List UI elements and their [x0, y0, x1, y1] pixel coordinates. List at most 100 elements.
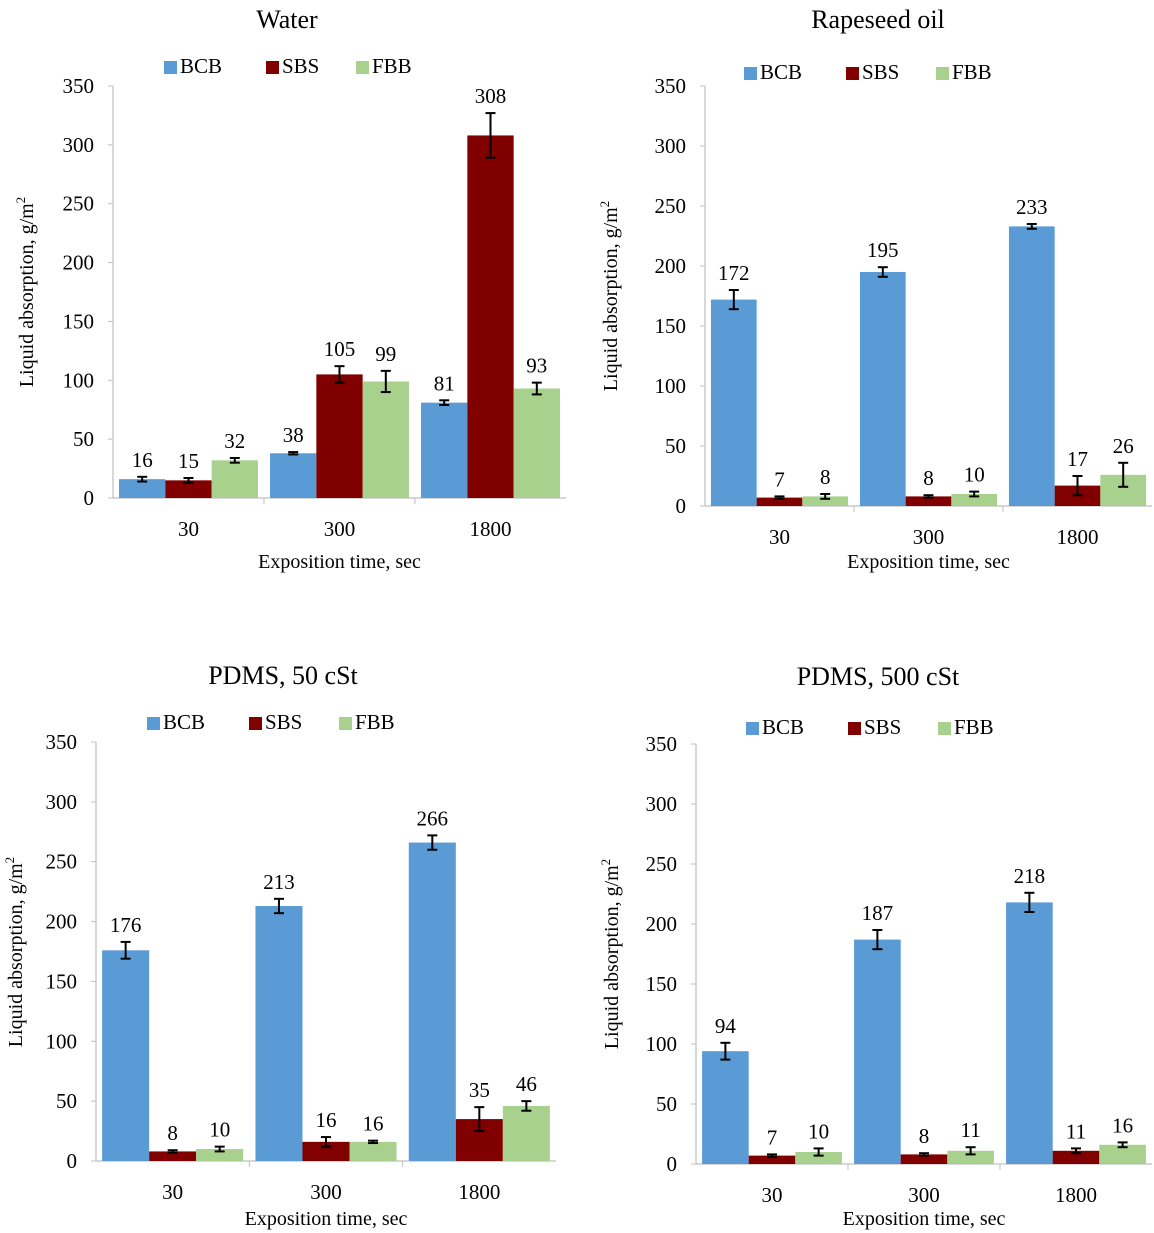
- legend: BCB SBS FBB: [164, 54, 412, 78]
- legend-swatch-sbs: [266, 61, 279, 74]
- data-label: 16: [316, 1108, 337, 1132]
- legend-swatch-fbb: [356, 61, 369, 74]
- y-tick-label: 0: [67, 1149, 78, 1173]
- data-label: 105: [324, 337, 356, 361]
- error-bar: [321, 1136, 331, 1148]
- x-tick-label: 300: [324, 517, 356, 541]
- bar-fbb-300: [951, 494, 998, 506]
- y-tick-label: 50: [665, 434, 686, 458]
- data-label: 11: [1066, 1119, 1086, 1143]
- y-tick-label: 350: [63, 74, 95, 98]
- legend-label-fbb: FBB: [355, 710, 395, 734]
- data-label: 15: [178, 449, 199, 473]
- y-axis-label-superscript: 2: [2, 857, 17, 864]
- y-tick-label: 150: [655, 314, 687, 338]
- bar-fbb-300: [362, 381, 409, 498]
- bar-bcb-300: [270, 453, 317, 498]
- data-label: 7: [774, 467, 785, 491]
- legend-label-bcb: BCB: [760, 60, 802, 84]
- x-tick-label: 1800: [1055, 1183, 1097, 1207]
- error-bar: [167, 1149, 178, 1154]
- y-tick-label: 300: [63, 133, 95, 157]
- x-tick-label: 300: [310, 1180, 342, 1204]
- bar-fbb-30: [802, 496, 849, 506]
- y-tick-label: 350: [655, 74, 687, 98]
- error-bar: [120, 940, 131, 960]
- bar-bcb-300: [255, 906, 303, 1161]
- legend-label-sbs: SBS: [862, 60, 899, 84]
- data-label: 10: [209, 1118, 230, 1142]
- y-axis-label-superscript: 2: [597, 201, 612, 208]
- error-bar: [969, 490, 980, 498]
- x-tick-label: 30: [162, 1180, 183, 1204]
- legend-label-sbs: SBS: [265, 710, 302, 734]
- data-label: 11: [960, 1118, 980, 1142]
- y-axis-label-text: Liquid absorption, g/m: [16, 203, 38, 387]
- y-tick-label: 200: [646, 912, 678, 936]
- y-tick-label: 250: [655, 194, 687, 218]
- y-tick-label: 100: [655, 374, 687, 398]
- x-tick-label: 300: [908, 1183, 940, 1207]
- error-bar: [229, 456, 240, 464]
- x-tick-label: 1800: [470, 517, 512, 541]
- x-axis-label: Exposition time, sec: [258, 551, 421, 573]
- data-label: 176: [110, 913, 142, 937]
- data-label: 8: [919, 1124, 930, 1148]
- legend-swatch-bcb: [147, 717, 160, 730]
- bar-sbs-30: [165, 480, 212, 498]
- chart-panel-4: PDMS, 500 cSt BCB SBS FBB 0 50 100 150 200 250 300…: [598, 662, 1152, 1230]
- data-label: 93: [526, 354, 547, 378]
- legend-swatch-bcb: [746, 722, 759, 735]
- bar-sbs-1800: [1052, 1150, 1100, 1164]
- y-tick-label: 250: [63, 192, 95, 216]
- y-tick-label: 250: [646, 852, 678, 876]
- bar-bcb-30: [710, 299, 757, 506]
- bar-bcb-1800: [421, 402, 468, 498]
- data-label: 46: [516, 1072, 537, 1096]
- bar-bcb-30: [102, 950, 150, 1161]
- data-label: 218: [1014, 864, 1046, 888]
- bar-fbb-300: [349, 1141, 397, 1161]
- bar-sbs-30: [756, 497, 803, 506]
- error-bar: [1024, 891, 1035, 913]
- error-bar: [427, 834, 438, 851]
- legend-swatch-fbb: [938, 722, 951, 735]
- y-tick-label: 100: [46, 1029, 78, 1053]
- chart-title: Rapeseed oil: [811, 5, 945, 34]
- error-bar: [1071, 1147, 1081, 1155]
- bar-bcb-30: [702, 1051, 749, 1164]
- error-bar: [531, 381, 542, 396]
- y-tick-label: 350: [646, 732, 678, 756]
- error-bar: [1072, 475, 1083, 497]
- x-axis-label: Exposition time, sec: [843, 1208, 1006, 1230]
- x-tick-label: 1800: [1057, 525, 1099, 549]
- legend-swatch-bcb: [164, 61, 177, 74]
- legend-label-fbb: FBB: [954, 715, 994, 739]
- y-axis-label: Liquid absorption, g/m2: [597, 201, 622, 391]
- y-tick-label: 50: [56, 1089, 77, 1113]
- error-bar: [965, 1146, 976, 1156]
- y-axis-label: Liquid absorption, g/m2: [13, 197, 38, 387]
- legend-swatch-sbs: [848, 722, 861, 735]
- legend: BCB SBS FBB: [744, 60, 992, 84]
- bar-sbs-300: [900, 1154, 948, 1164]
- legend-label-fbb: FBB: [952, 60, 992, 84]
- y-tick-label: 100: [646, 1032, 678, 1056]
- error-bar: [1118, 461, 1129, 488]
- bar-bcb-1800: [1008, 226, 1055, 506]
- y-tick-label: 150: [46, 969, 78, 993]
- chart-panel-1: Water BCB SBS FBB 0 50 100 150 200 250 300 350 30 16 1…: [13, 5, 566, 573]
- error-bar: [137, 475, 148, 483]
- y-tick-label: 200: [46, 910, 78, 934]
- error-bar: [214, 1145, 225, 1153]
- y-tick-label: 200: [655, 254, 687, 278]
- data-label: 233: [1016, 195, 1048, 219]
- data-label: 195: [867, 238, 899, 262]
- error-bar: [1026, 223, 1037, 230]
- y-tick-label: 350: [46, 730, 78, 754]
- data-label: 94: [715, 1014, 737, 1038]
- y-tick-label: 100: [63, 368, 95, 392]
- data-label: 10: [964, 463, 985, 487]
- data-label: 38: [283, 423, 304, 447]
